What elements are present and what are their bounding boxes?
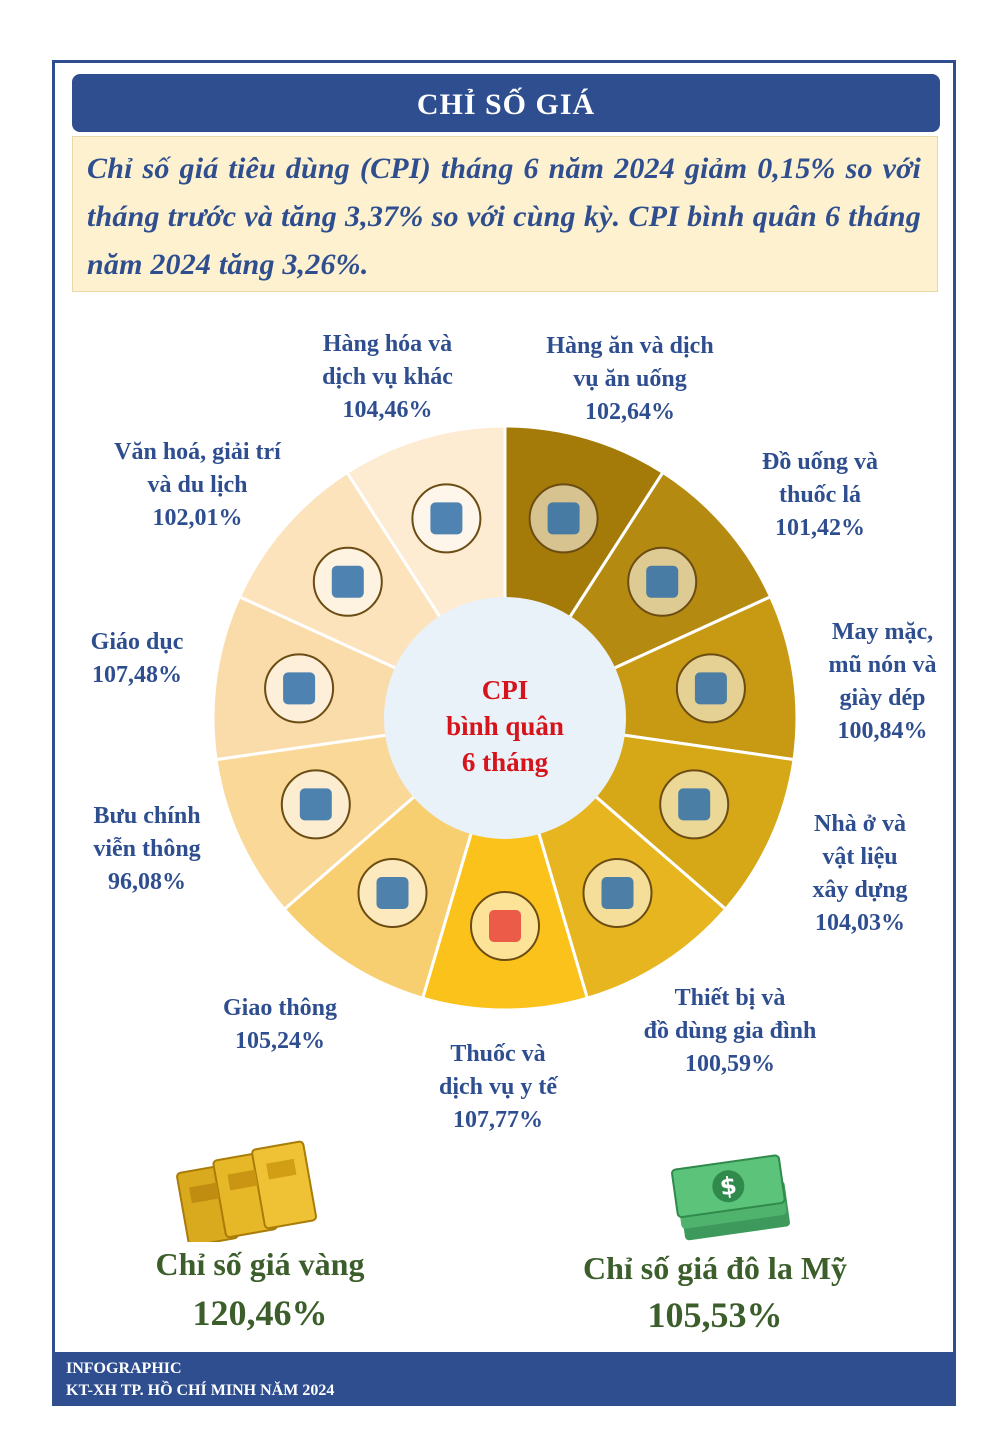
pie-label-line: xây dựng [812,877,908,903]
pie-label-line: Hàng ăn và dịch [546,333,714,359]
pie-label-3: May mặc, mũ nón và giày dép 100,84% [810,616,955,748]
pie-label-line: Văn hoá, giải trí [114,439,281,465]
pie-value-label: 102,01% [152,505,243,531]
medicine-icon [470,891,540,961]
pie-label-line: mũ nón và [828,652,937,678]
pie-label-7: Giao thông 105,24% [200,992,360,1058]
pie-value-label: 104,46% [342,397,433,423]
gold-index-name: Chỉ số giá vàng [155,1246,365,1282]
pie-label-line: vật liệu [822,844,898,870]
pie-label-line: Bưu chính [93,803,201,829]
pie-label-line: Thiết bị và [674,985,786,1011]
pie-slice-6 [420,712,590,1012]
pie-label-line: Thuốc và [450,1041,546,1067]
pie-label-line: Giao thông [222,995,338,1021]
usd-index-value: 105,53% [647,1295,783,1335]
delivery-scooter-icon [280,769,351,840]
dollar-bills-icon: $ [671,1154,790,1241]
footer-bar: INFOGRAPHIC KT-XH TP. HỒ CHÍ MINH NĂM 20… [52,1352,956,1406]
center-line-1: CPI [481,675,529,705]
pie-label-8: Bưu chính viễn thông 96,08% [72,800,222,899]
pie-label-1: Hàng ăn và dịch vụ ăn uống 102,64% [520,330,740,429]
usd-index-name: Chỉ số giá đô la Mỹ [582,1250,848,1286]
pie-value-label: 104,03% [815,910,905,936]
pie-value-label: 107,77% [453,1107,543,1133]
pie-label-4: Nhà ở và vật liệu xây dựng 104,03% [790,808,930,940]
house-materials-icon [659,769,730,840]
footer-line-2: KT-XH TP. HỒ CHÍ MINH NĂM 2024 [66,1382,335,1399]
check-cross-icon [411,483,482,554]
pie-value-label: 102,64% [585,399,675,425]
pie-label-line: giày dép [839,685,926,711]
pie-value-label: 101,42% [775,515,865,541]
pie-label-line: Nhà ở và [814,811,906,837]
bus-icon [357,858,428,928]
pie-label-line: vụ ăn uống [573,366,687,392]
newspaper-abc-icon [264,653,335,724]
pie-label-6: Thuốc và dịch vụ y tế 107,77% [418,1038,578,1137]
pie-center-circle [384,597,626,839]
clothing-icon [675,653,746,724]
pie-label-line: Hàng hóa và [322,331,453,357]
pie-label-11: Hàng hóa và dịch vụ khác 104,46% [295,328,480,427]
svg-text:$: $ [718,1171,738,1201]
pie-label-line: Giáo dục [90,629,184,655]
pie-value-label: 100,59% [685,1051,775,1077]
pie-value-label: 100,84% [837,718,928,744]
gold-index-value: 120,46% [192,1293,328,1333]
pie-label-9: Giáo dục 107,48% [72,626,202,692]
page-title: CHỈ SỐ GIÁ [72,74,940,132]
appliances-icon [582,858,653,928]
pie-center-label: CPI bình quân 6 tháng [405,672,605,780]
cpi-summary: Chỉ số giá tiêu dùng (CPI) tháng 6 năm 2… [72,136,938,292]
pie-label-line: đồ dùng gia đình [643,1018,817,1044]
pie-label-line: thuốc lá [778,482,861,508]
pie-label-line: viễn thông [93,836,201,862]
cigarette-pack-icon [627,546,698,617]
microphone-music-icon [312,546,383,617]
pie-label-10: Văn hoá, giải trí và du lịch 102,01% [90,436,305,535]
pie-label-line: dịch vụ khác [322,364,453,390]
gold-bars-icon [176,1140,317,1242]
pie-label-line: May mặc, [831,619,934,645]
center-line-3: 6 tháng [461,747,549,777]
pie-value-label: 96,08% [108,869,186,895]
food-drink-icon [528,483,599,554]
pie-label-line: và du lịch [147,472,248,498]
pie-label-line: Đồ uống và [761,449,879,475]
pie-label-5: Thiết bị và đồ dùng gia đình 100,59% [620,982,840,1081]
footer-line-1: INFOGRAPHIC [66,1360,182,1377]
pie-label-line: dịch vụ y tế [438,1074,557,1100]
pie-value-label: 105,24% [235,1028,325,1054]
pie-value-label: 107,48% [92,662,182,688]
center-line-2: bình quân [446,711,564,741]
pie-label-2: Đồ uống và thuốc lá 101,42% [745,446,895,545]
